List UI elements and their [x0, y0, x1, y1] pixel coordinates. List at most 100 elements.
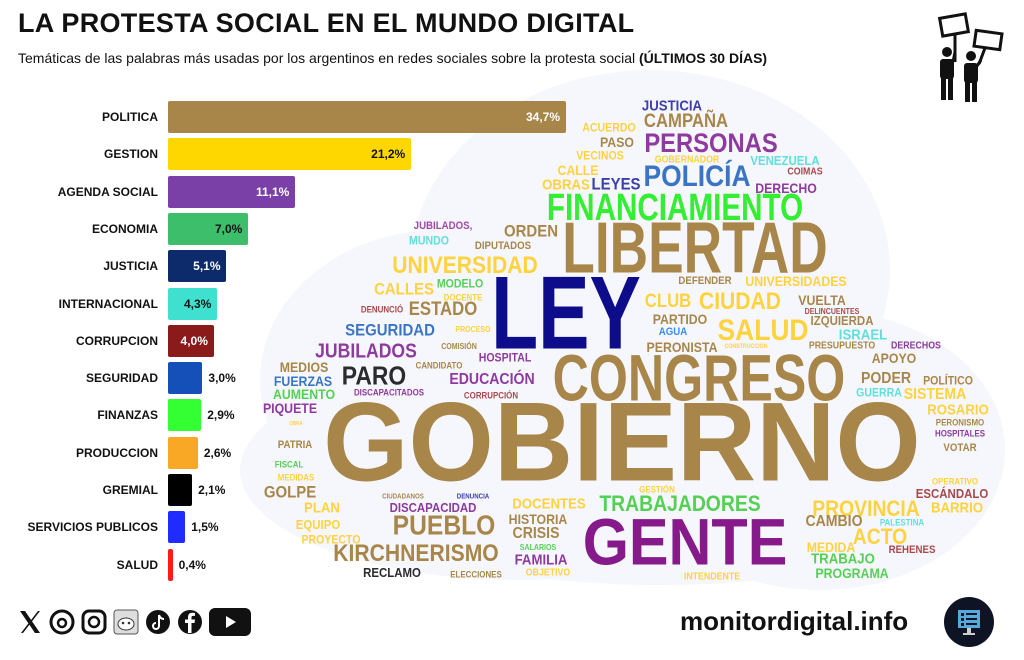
bar	[168, 511, 186, 544]
cloud-word: PARTIDO	[652, 310, 708, 327]
data-label: 2,9%	[207, 408, 235, 423]
category-label: POLITICA	[102, 110, 158, 124]
bar	[168, 362, 203, 395]
bar	[168, 175, 296, 208]
cloud-word: OBJETIVO	[525, 567, 571, 579]
cloud-word: SALUD	[717, 313, 809, 347]
category-label: SEGURIDAD	[85, 371, 158, 386]
page-subtitle: Temáticas de las palabras más usadas por…	[18, 50, 767, 66]
cloud-word: MUNDO	[409, 233, 449, 248]
cloud-word: PIQUETE	[262, 399, 318, 416]
data-label: 34,7%	[525, 110, 560, 124]
cloud-word: UNIVERSIDADES	[745, 272, 847, 289]
subtitle-period: (ÚLTIMOS 30 DÍAS)	[639, 50, 768, 66]
cloud-word: OBRA	[289, 421, 303, 428]
cloud-word: PRESUPUESTO	[808, 340, 876, 352]
facebook-icon[interactable]	[176, 608, 204, 636]
cloud-word: PODER	[860, 370, 912, 388]
x-icon[interactable]	[16, 608, 44, 636]
cloud-word: CALLES	[374, 279, 434, 299]
reddit-icon[interactable]	[112, 608, 140, 636]
cloud-word: PROGRAMA	[815, 564, 889, 581]
cloud-word: CALLE	[557, 161, 599, 178]
cloud-word: POLÍTICO	[923, 373, 973, 388]
cloud-word: DELINCUENTES	[804, 307, 860, 317]
cloud-word: JUBILADOS,	[413, 219, 473, 232]
cloud-word: MEDIDA	[806, 539, 856, 556]
cloud-word: DERECHOS	[891, 340, 941, 352]
cloud-word: SEGURIDAD	[345, 320, 435, 340]
subtitle-text: Temáticas de las palabras más usadas por…	[18, 50, 636, 66]
cloud-word: DIPUTADOS	[474, 239, 532, 252]
threads-icon[interactable]	[48, 608, 76, 636]
bar	[168, 399, 202, 432]
cloud-word: LEYES	[591, 174, 641, 194]
cloud-word: CANDIDATO	[415, 360, 463, 371]
cloud-word: DISCAPACITADOS	[353, 387, 425, 398]
cloud-word: AGUA	[658, 325, 688, 338]
bar	[168, 474, 193, 506]
cloud-word: PASO	[599, 133, 635, 150]
cloud-word: CORRUPCIÓN	[463, 390, 519, 401]
cloud-word: AUMENTO	[272, 385, 336, 402]
cloud-word: VOTAR	[943, 441, 977, 454]
cloud-word: DISCAPACIDAD	[389, 500, 477, 516]
cloud-word: VUELTA	[798, 291, 846, 308]
cloud-word: GOBERNADOR	[654, 154, 720, 166]
data-label: 1,5%	[191, 520, 219, 535]
cloud-word: VENEZUELA	[750, 153, 820, 169]
cloud-word: KIRCHNERISMO	[333, 540, 499, 568]
cloud-word: REHENES	[888, 543, 936, 556]
bar	[168, 212, 249, 245]
category-label: SERVICIOS PUBLICOS	[27, 520, 158, 535]
bar	[168, 138, 412, 171]
cloud-word: VECINOS	[576, 148, 624, 163]
cloud-word: FAMILIA	[514, 551, 568, 569]
cloud-word: HOSPITAL	[478, 350, 532, 365]
tiktok-icon[interactable]	[144, 608, 172, 636]
category-label: SALUD	[116, 557, 158, 572]
cloud-word: APOYO	[871, 349, 917, 366]
cloud-word: PUEBLO	[392, 509, 496, 541]
cloud-word: ORDEN	[503, 221, 559, 241]
cloud-word: RECLAMO	[363, 565, 421, 581]
cloud-word: PROCESO	[455, 325, 491, 335]
site-url[interactable]: monitordigital.info	[680, 606, 909, 636]
cloud-word: DENUNCIA	[456, 493, 490, 501]
category-label: ECONOMIA	[92, 221, 158, 236]
cloud-word: DEFENDER	[678, 274, 732, 287]
cloud-word: FINANCIAMIENTO	[546, 186, 804, 229]
category-label: GREMIAL	[102, 483, 158, 497]
youtube-icon[interactable]	[208, 608, 252, 636]
cloud-word: POLICÍA	[643, 159, 751, 193]
cloud-word: FISCAL	[274, 459, 304, 470]
bar	[168, 436, 198, 469]
bar	[168, 287, 218, 320]
cloud-word: CLUB	[644, 290, 692, 312]
social-icons	[16, 608, 252, 636]
cloud-word: CIUDAD	[698, 288, 782, 316]
cloud-word: CRISIS	[512, 525, 560, 543]
category-label: PRODUCCION	[75, 445, 158, 460]
cloud-word: ACUERDO	[582, 120, 636, 135]
monitor-dashboard-icon	[944, 597, 994, 647]
instagram-icon[interactable]	[80, 608, 108, 636]
cloud-word: GESTIÓN	[639, 484, 675, 495]
cloud-word: LIBERTAD	[562, 208, 828, 289]
cloud-word: ISRAEL	[838, 326, 888, 344]
cloud-word: GUERRA	[856, 385, 902, 400]
word-cloud-background	[0, 0, 1024, 600]
cloud-word: PARO	[341, 360, 407, 391]
category-label: CORRUPCION	[75, 333, 158, 348]
cloud-word: OPERATIVO	[931, 476, 979, 487]
data-label: 0,4%	[178, 557, 206, 572]
category-label: FINANZAS	[97, 408, 158, 423]
cloud-word: CONSTRUCCIÓN	[724, 343, 768, 350]
cloud-word: PERONISMO	[935, 417, 985, 428]
cloud-word: COMISIÓN	[441, 342, 477, 352]
cloud-word: ACTO	[852, 523, 908, 549]
cloud-word: CAMPAÑA	[643, 110, 729, 132]
cloud-word: DOCENTE	[443, 292, 483, 303]
cloud-word: PATRIA	[277, 438, 313, 451]
bar	[168, 324, 214, 357]
